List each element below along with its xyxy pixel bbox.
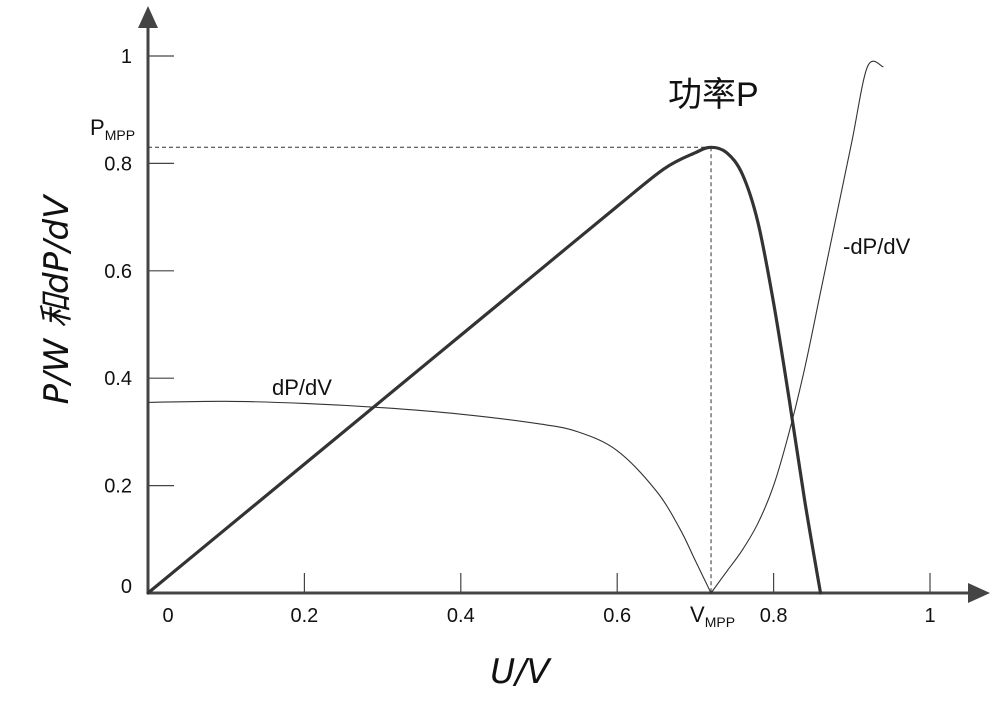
- y-tick-label: 0.8: [104, 153, 132, 175]
- x-tick-label: 0.2: [290, 605, 318, 627]
- x-tick-label: 0.6: [603, 605, 631, 627]
- x-axis-arrow: [968, 583, 990, 603]
- neg-dpdv-curve: [710, 60, 884, 594]
- y-axis-label: P/W 和dP/dV: [37, 193, 77, 405]
- dpdv-curve: [147, 400, 712, 594]
- y-tick-label: 0.2: [104, 476, 132, 498]
- power-curve-label: 功率P: [668, 76, 759, 114]
- y-axis-arrow: [138, 6, 158, 28]
- pmpp-sub: MPP: [105, 127, 135, 143]
- y-tick-label: 0.4: [104, 368, 132, 390]
- x-tick-label: 1: [924, 605, 935, 627]
- y-tick-label: 0.6: [104, 261, 132, 283]
- y-tick-label: 1: [121, 46, 132, 68]
- x-tick-label: 0: [162, 605, 173, 627]
- pmpp-main: P: [90, 115, 105, 140]
- vmpp-sub: MPP: [705, 614, 735, 630]
- vmpp-label: VMPP: [690, 602, 735, 630]
- power-curve: [146, 145, 823, 595]
- dpdv-curve-label: dP/dV: [272, 375, 332, 400]
- neg-dpdv-curve-label: -dP/dV: [843, 234, 911, 259]
- y-tick-label: 0: [121, 576, 132, 598]
- pmpp-label: PMPP: [90, 115, 135, 143]
- x-tick-label: 0.8: [760, 605, 788, 627]
- x-axis-label: U/V: [490, 652, 552, 692]
- vmpp-main: V: [690, 602, 705, 627]
- x-tick-label: 0.4: [447, 605, 475, 627]
